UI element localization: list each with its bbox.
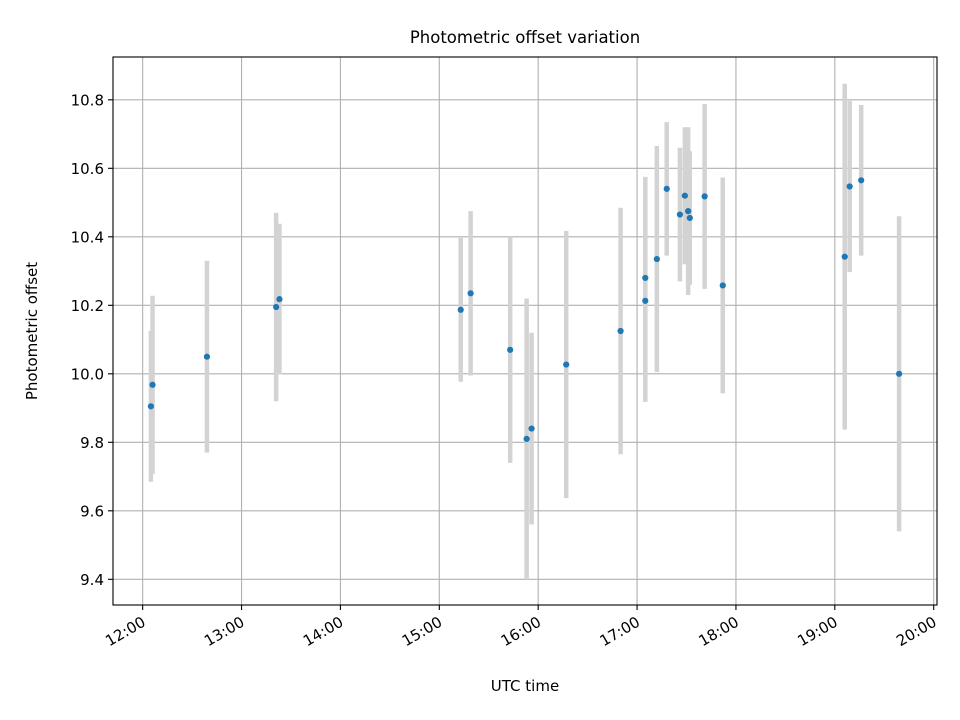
y-axis-label: Photometric offset (23, 262, 41, 400)
x-axis-ticks: 12:00 13:00 14:00 15:00 16:00 17:00 18:00 19:00… (102, 605, 940, 650)
y-tick-label: 9.4 (80, 571, 104, 589)
x-tick-label: 13:00 (201, 613, 247, 650)
y-axis-ticks: 9.4 9.6 9.8 10.0 10.2 10.4 10.6 10.8 (71, 91, 113, 589)
data-point (147, 403, 155, 410)
data-point (663, 185, 670, 192)
x-tick-label: 16:00 (498, 613, 544, 650)
data-point (528, 425, 535, 432)
plot-frame (112, 56, 938, 606)
y-tick-label: 10.2 (71, 297, 104, 315)
data-point (273, 303, 280, 311)
data-point (701, 193, 708, 200)
data-point (563, 361, 570, 368)
data-point (686, 214, 693, 222)
x-tick-label: 12:00 (102, 613, 148, 650)
y-tick-label: 10.6 (71, 160, 104, 178)
y-tick-label: 9.8 (80, 434, 104, 452)
data-point (276, 296, 283, 303)
data-point (149, 381, 156, 388)
data-point (681, 192, 688, 199)
data-point (676, 211, 684, 218)
x-tick-label: 17:00 (597, 613, 643, 650)
x-tick-label: 19:00 (794, 613, 840, 650)
y-tick-label: 9.6 (80, 502, 104, 520)
data-points (147, 177, 903, 442)
data-point (685, 208, 692, 215)
data-point (523, 435, 530, 442)
y-tick-label: 10.8 (71, 91, 104, 109)
x-axis-label: UTC time (491, 677, 559, 695)
data-point (895, 370, 903, 377)
chart-title: Photometric offset variation (410, 28, 640, 47)
data-point (846, 183, 853, 190)
data-point (642, 274, 649, 282)
data-point (858, 177, 865, 184)
y-tick-label: 10.0 (71, 365, 104, 383)
data-point (467, 290, 474, 297)
x-tick-label: 20:00 (893, 613, 939, 650)
data-point (457, 306, 464, 313)
data-point (719, 282, 726, 289)
data-point (653, 255, 660, 263)
x-tick-label: 18:00 (696, 613, 742, 650)
data-point (617, 327, 624, 335)
x-tick-label: 15:00 (399, 613, 445, 650)
data-point (203, 353, 211, 360)
x-tick-label: 14:00 (300, 613, 346, 650)
y-tick-label: 10.4 (71, 228, 104, 246)
data-point (642, 297, 649, 304)
data-point (507, 346, 514, 353)
data-point (841, 253, 848, 260)
